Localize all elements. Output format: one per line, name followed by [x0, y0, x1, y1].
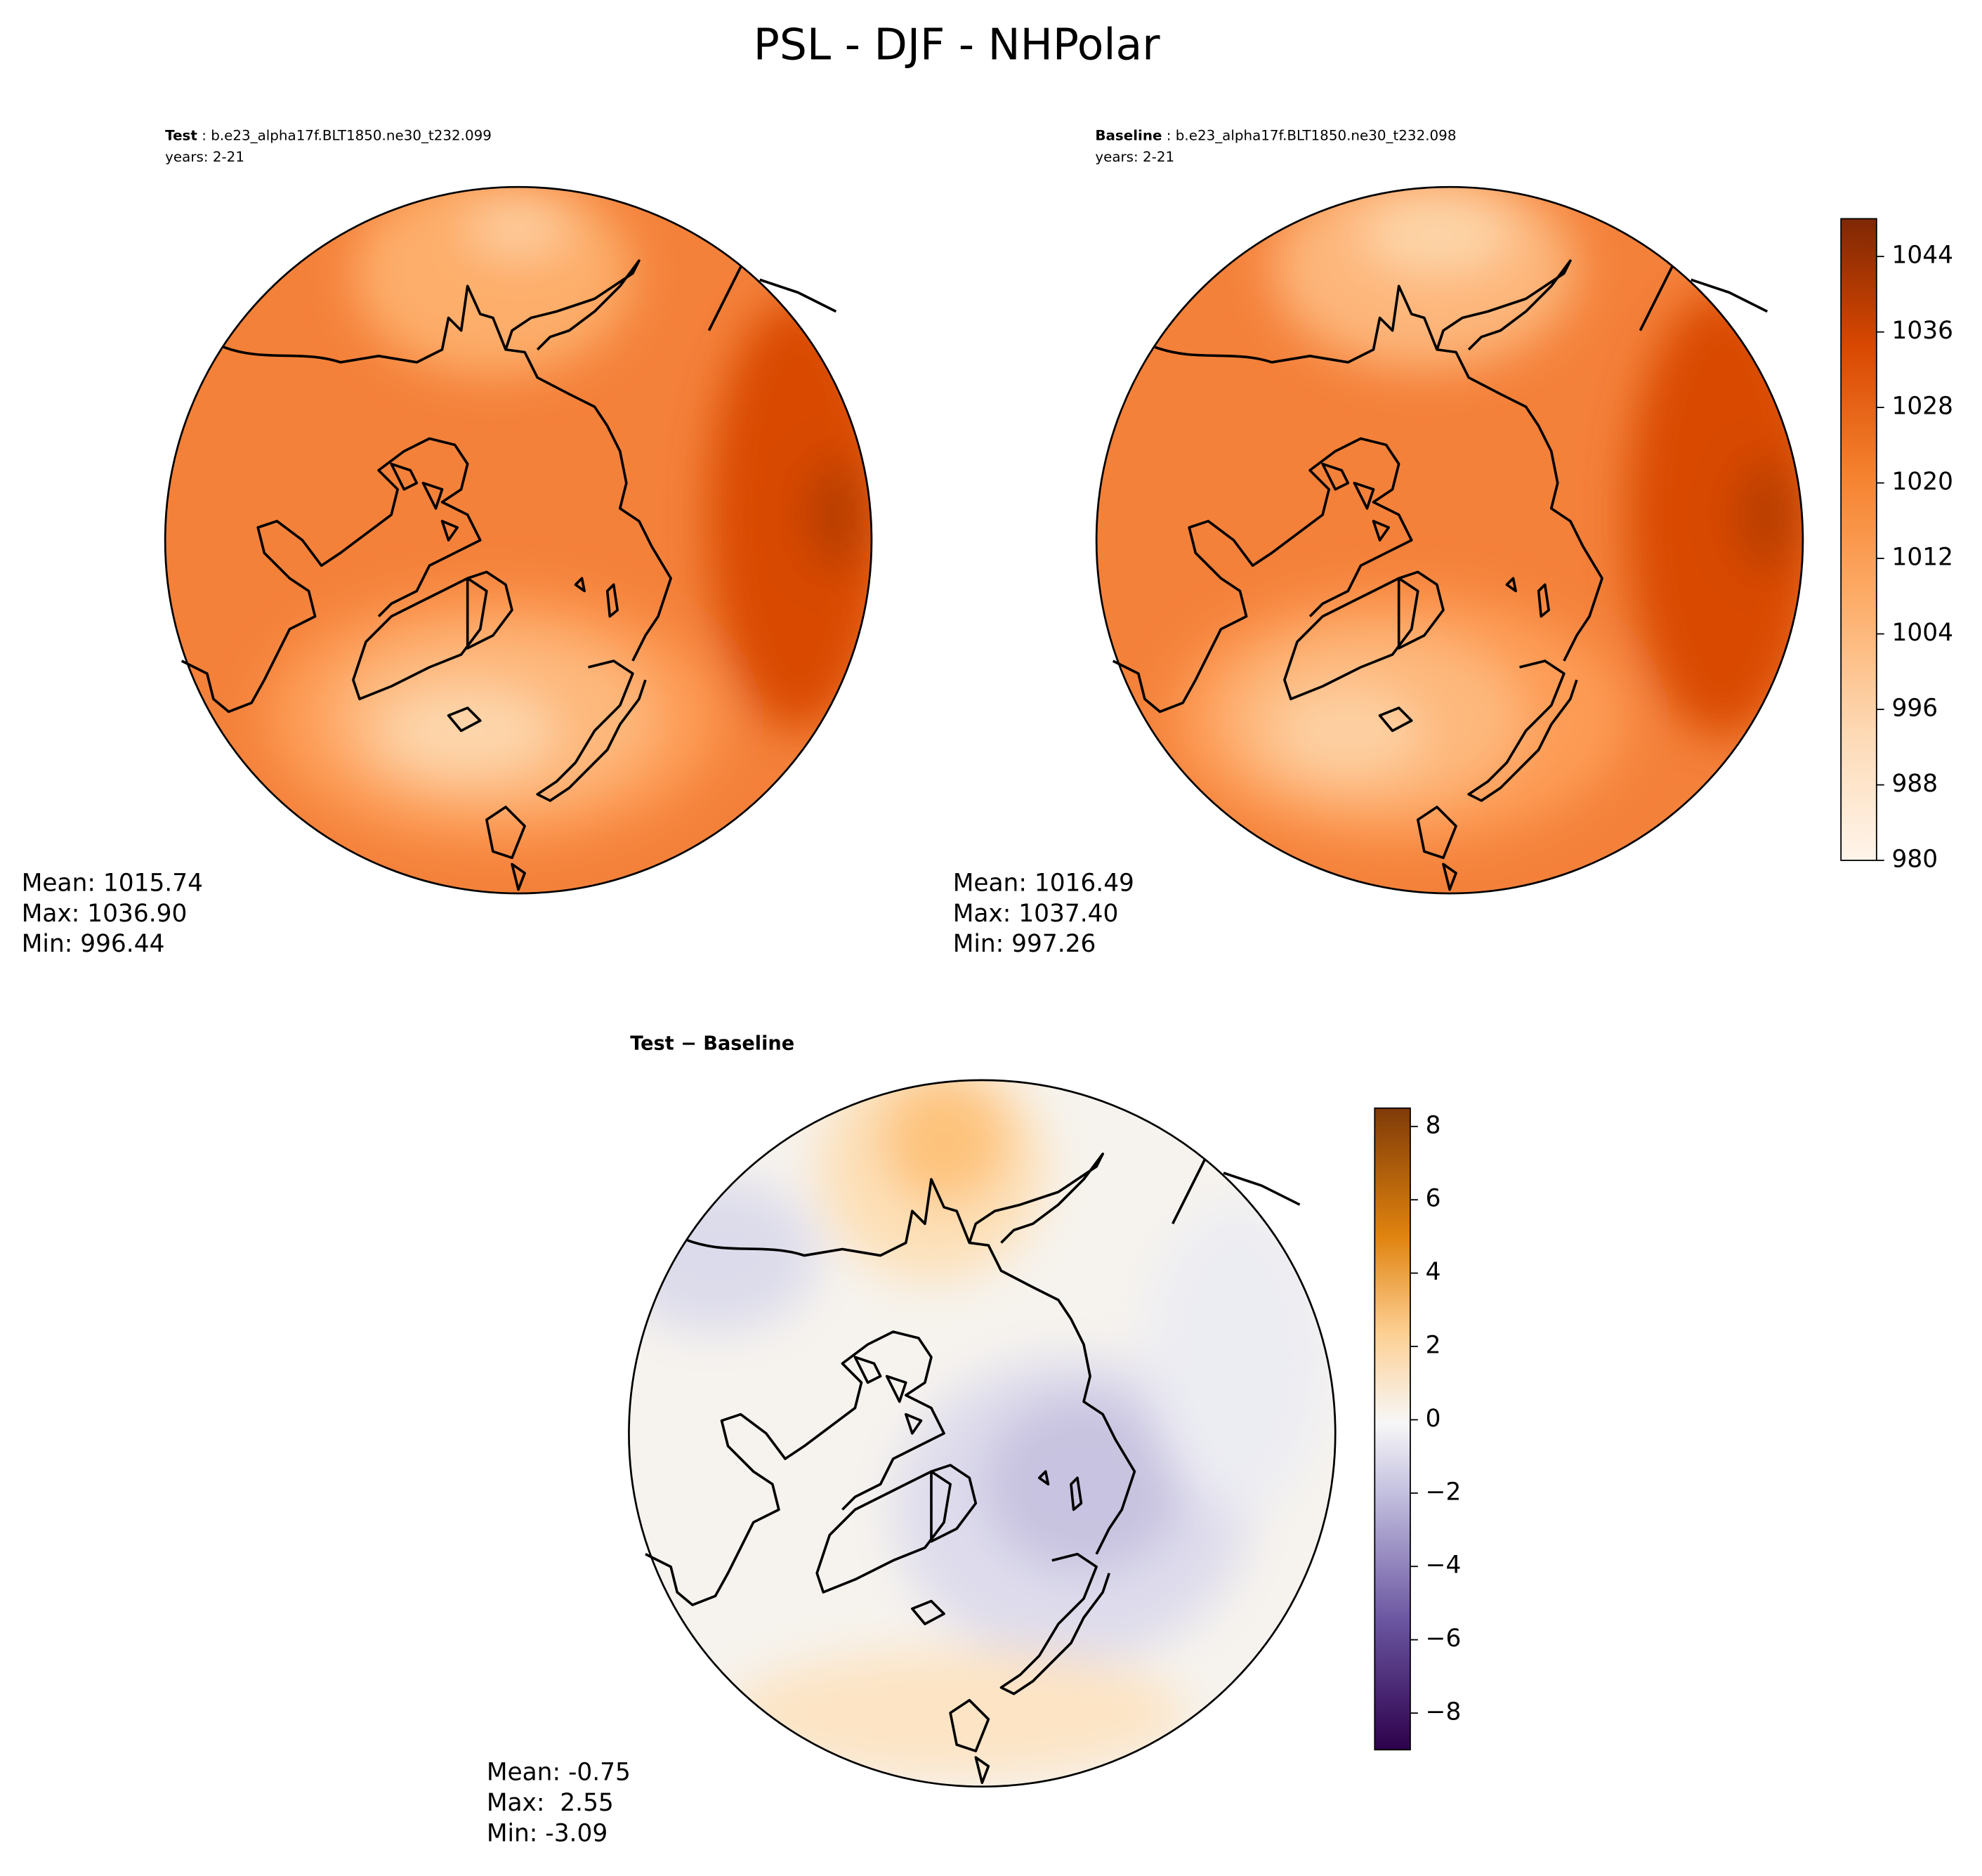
stat: Mean: -0.75 — [487, 1759, 631, 1787]
tick-label: 1012 — [1892, 544, 1953, 572]
tick-label: −6 — [1426, 1625, 1462, 1653]
panel-label: Test — [165, 127, 197, 143]
tick-label: 980 — [1892, 845, 1938, 873]
tick-label: −4 — [1426, 1552, 1462, 1580]
tick-label: 988 — [1892, 770, 1938, 798]
tick-label: 1004 — [1892, 619, 1953, 647]
stat: Max: 1037.40 — [953, 900, 1119, 928]
tick-label: −2 — [1426, 1478, 1462, 1506]
panel-title: Baseline : b.e23_alpha17f.BLT1850.ne30_t… — [1095, 127, 1456, 143]
tick-label: 1036 — [1892, 317, 1953, 345]
tick-label: 1044 — [1892, 242, 1953, 270]
stat: Max: 2.55 — [487, 1789, 614, 1817]
panel-label: Test − Baseline — [630, 1032, 794, 1054]
case-name: : b.e23_alpha17f.BLT1850.ne30_t232.098 — [1162, 127, 1456, 143]
tick-label: −8 — [1426, 1698, 1462, 1726]
panel-title: Test : b.e23_alpha17f.BLT1850.ne30_t232.… — [165, 127, 492, 143]
tick-label: 8 — [1426, 1111, 1441, 1139]
map-baseline — [1095, 185, 1804, 895]
stat: Min: 997.26 — [953, 930, 1096, 958]
figure-title: PSL - DJF - NHPolar — [754, 19, 1160, 70]
map-test — [164, 185, 873, 895]
stat: Min: -3.09 — [487, 1819, 608, 1847]
colorbar — [1374, 1107, 1411, 1751]
map-difference — [628, 1079, 1337, 1788]
panel-title: Test − Baseline — [630, 1032, 794, 1054]
colorbar — [1840, 218, 1877, 861]
case-name: : b.e23_alpha17f.BLT1850.ne30_t232.099 — [197, 127, 492, 143]
years: years: 2-21 — [1095, 149, 1174, 165]
tick-label: 996 — [1892, 695, 1938, 723]
stat: Max: 1036.90 — [22, 900, 188, 928]
stat: Min: 996.44 — [22, 930, 165, 958]
tick-label: 4 — [1426, 1258, 1441, 1286]
tick-label: 0 — [1426, 1405, 1441, 1433]
tick-label: 6 — [1426, 1185, 1441, 1213]
panel-label: Baseline — [1095, 127, 1162, 143]
years: years: 2-21 — [165, 149, 244, 165]
tick-label: 2 — [1426, 1332, 1441, 1360]
tick-label: 1020 — [1892, 468, 1953, 496]
stat: Mean: 1016.49 — [953, 869, 1134, 897]
tick-label: 1028 — [1892, 393, 1953, 421]
stat: Mean: 1015.74 — [22, 869, 203, 897]
